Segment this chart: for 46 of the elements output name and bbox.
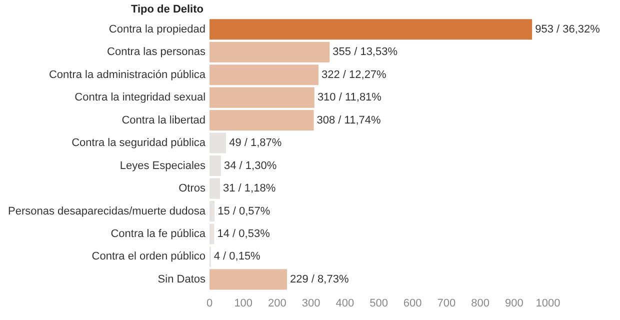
bar bbox=[210, 224, 214, 244]
data-label: 15 / 0,57% bbox=[218, 205, 270, 218]
bar bbox=[210, 42, 330, 62]
y-tick-label: Contra la seguridad pública bbox=[72, 137, 206, 150]
x-tick-label: 600 bbox=[403, 297, 422, 310]
data-label: 4 / 0,15% bbox=[214, 250, 261, 263]
data-label: 31 / 1,18% bbox=[223, 182, 276, 195]
y-tick-label: Sin Datos bbox=[158, 273, 206, 286]
y-tick-label: Contra el orden público bbox=[92, 250, 206, 263]
bar bbox=[210, 87, 314, 108]
data-label: 34 / 1,30% bbox=[224, 160, 277, 172]
bar bbox=[210, 269, 288, 290]
data-label: 308 / 11,74% bbox=[316, 114, 381, 126]
x-tick-label: 200 bbox=[268, 297, 286, 310]
bar bbox=[210, 132, 226, 154]
data-label: 14 / 0,53% bbox=[217, 228, 270, 240]
y-tick-label: Contra la administración pública bbox=[48, 68, 206, 81]
x-tick-label: 500 bbox=[370, 297, 388, 310]
x-tick-label: 0 bbox=[206, 297, 213, 310]
y-tick-label: Contra la libertad bbox=[122, 114, 206, 126]
x-tick-label: 800 bbox=[471, 297, 490, 310]
bar bbox=[210, 156, 222, 176]
x-tick-label: 100 bbox=[234, 297, 253, 310]
bar bbox=[210, 110, 314, 131]
data-label: 322 / 12,27% bbox=[322, 68, 387, 81]
y-tick-label: Contra la integridad sexual bbox=[74, 92, 206, 104]
y-tick-label: Otros bbox=[178, 182, 206, 195]
y-tick-label: Contra la fe pública bbox=[110, 228, 206, 240]
y-tick-label: Leyes Especiales bbox=[120, 160, 206, 172]
y-tick-label: Contra la propiedad bbox=[108, 23, 206, 36]
bar bbox=[210, 64, 319, 86]
data-label: 310 / 11,81% bbox=[317, 92, 382, 104]
data-label: 49 / 1,87% bbox=[229, 137, 282, 150]
x-tick-label: 300 bbox=[302, 297, 320, 310]
y-tick-label: Contra las personas bbox=[107, 46, 206, 58]
x-tick-label: 700 bbox=[437, 297, 456, 310]
data-label: 953 / 36,32% bbox=[535, 23, 600, 36]
x-tick-label: 1000 bbox=[536, 297, 560, 310]
y-tick-label: Personas desaparecidas/muerte dudosa bbox=[8, 205, 206, 218]
x-tick-label: 900 bbox=[504, 297, 524, 310]
y-axis-title: Tipo de Delito bbox=[130, 4, 204, 16]
bar bbox=[210, 178, 220, 199]
x-tick-label: 400 bbox=[336, 297, 354, 310]
data-label: 229 / 8,73% bbox=[290, 273, 349, 286]
data-label: 355 / 13,53% bbox=[332, 46, 398, 58]
bar bbox=[210, 19, 532, 40]
